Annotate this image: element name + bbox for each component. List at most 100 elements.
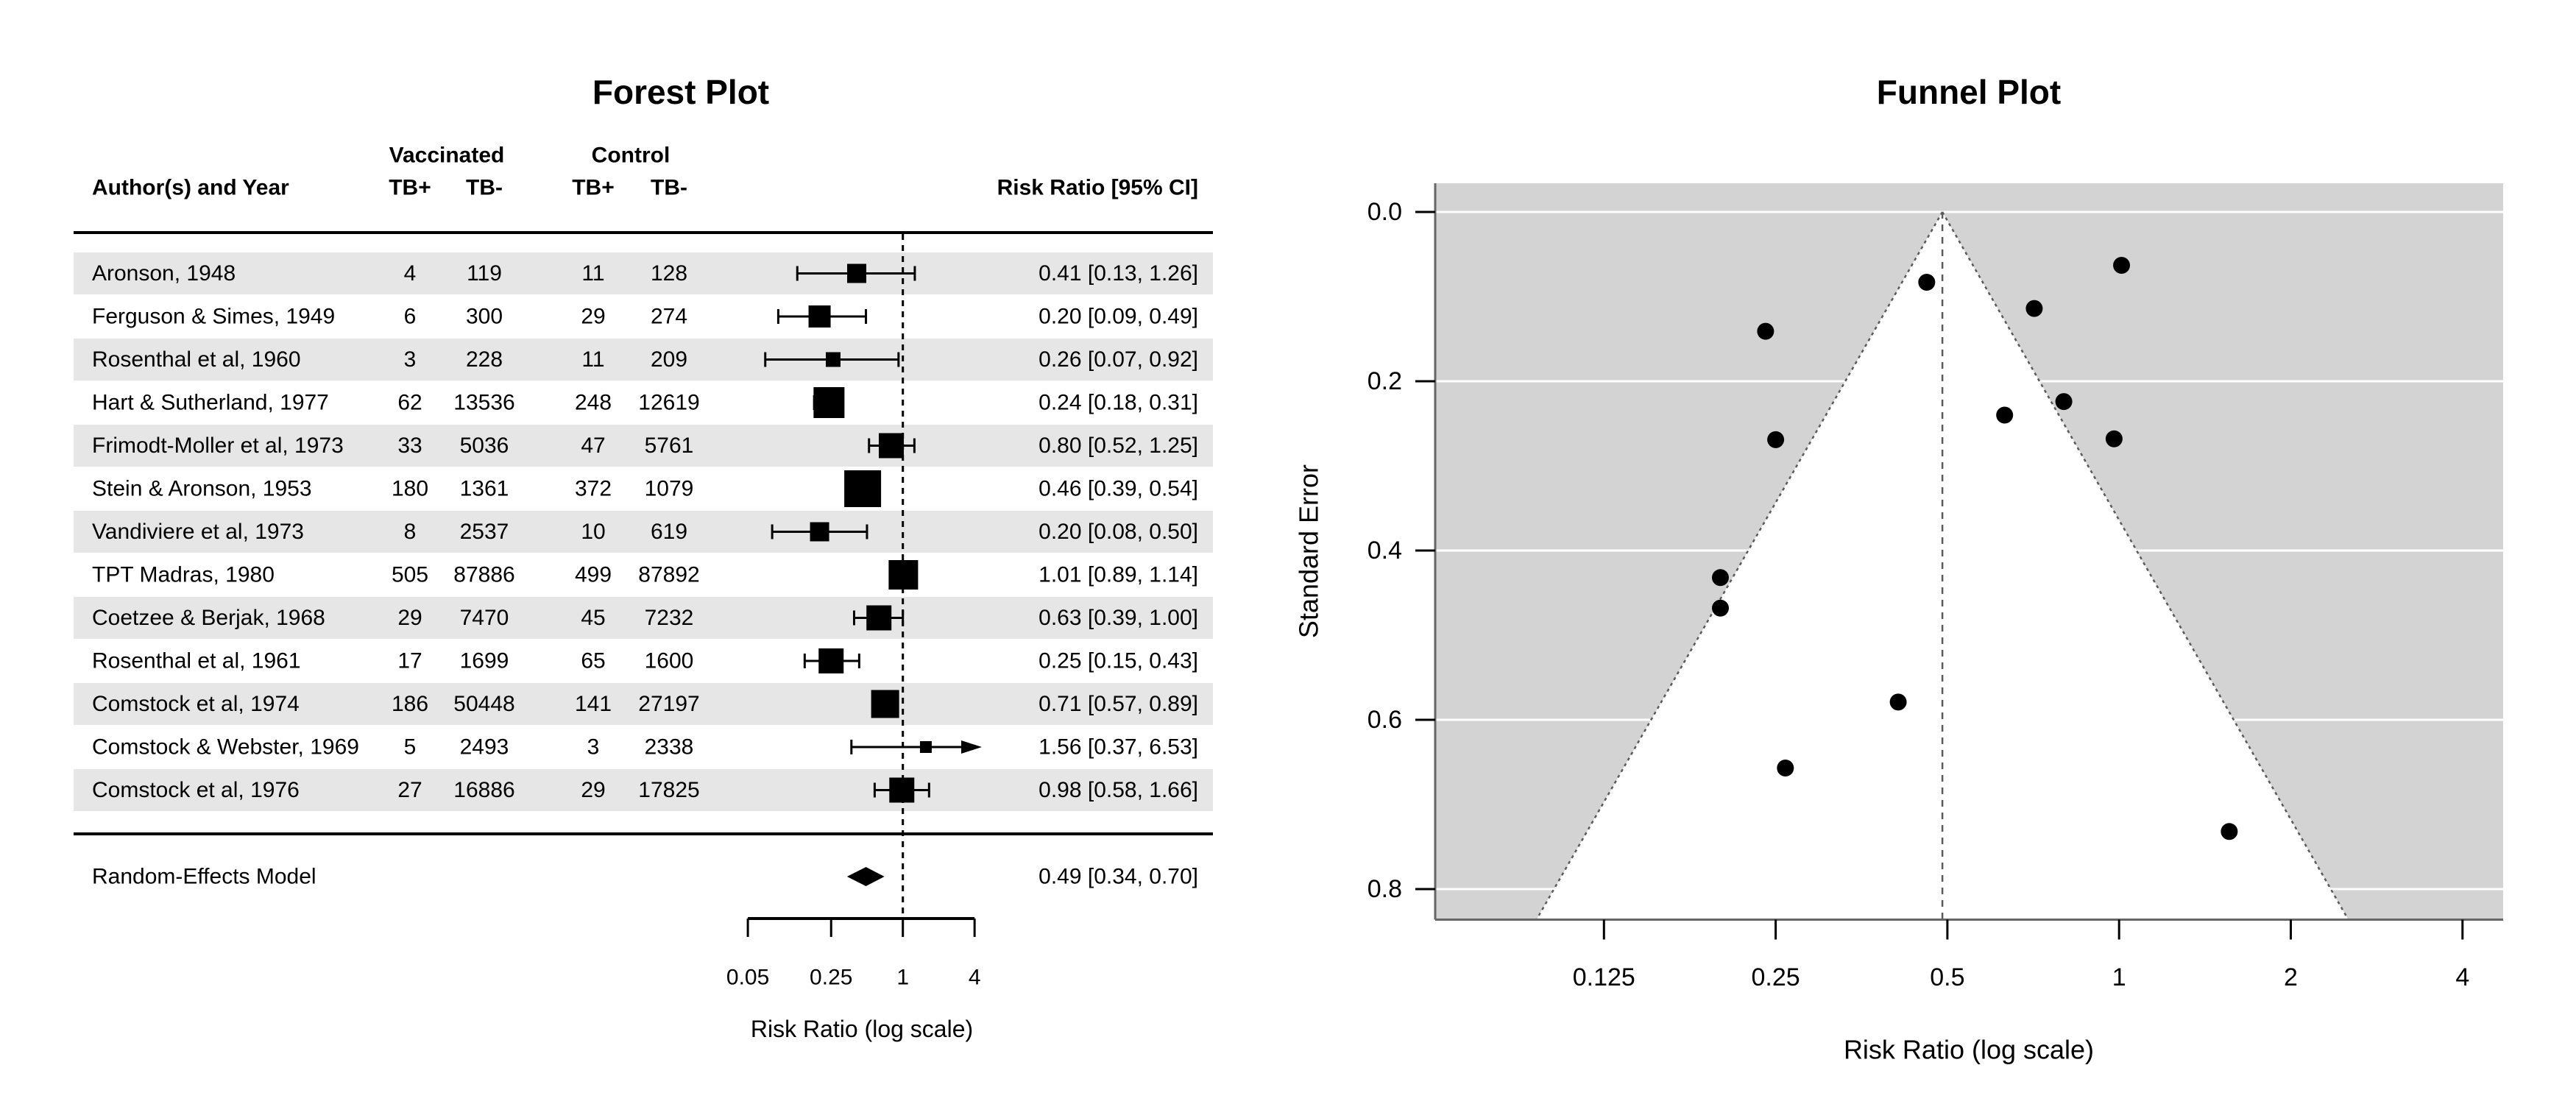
study-vaccinated-tb-pos: 186 [392, 692, 428, 716]
study-ci-text: 0.46 [0.39, 0.54] [1038, 477, 1198, 501]
funnel-x-tick-label: 2 [2284, 963, 2298, 991]
forest-axis-tick-label: 4 [969, 966, 981, 990]
study-control-tb-neg: 27197 [638, 692, 699, 716]
study-control-tb-pos: 499 [575, 563, 612, 587]
study-ci-text: 1.01 [0.89, 1.14] [1038, 563, 1198, 587]
forest-group-header-control: Control [592, 144, 670, 168]
study-control-tb-pos: 11 [581, 347, 604, 372]
funnel-point [1996, 406, 2014, 424]
forest-col-header-author: Author(s) and Year [92, 176, 289, 200]
ci-arrowhead [961, 740, 982, 754]
study-square [844, 470, 882, 507]
study-vaccinated-tb-pos: 3 [404, 347, 417, 372]
study-square [889, 777, 915, 803]
study-control-tb-neg: 7232 [645, 606, 694, 630]
row-stripe [74, 339, 1213, 381]
forest-axis-tick-label: 0.25 [810, 966, 852, 990]
forest-plot-panel: Forest Plot Vaccinated Control Author(s)… [74, 73, 1213, 1042]
row-stripe [74, 769, 1213, 811]
forest-col-header-ctl-tbpos: TB+ [572, 176, 615, 200]
study-control-tb-neg: 87892 [638, 563, 699, 587]
study-author: Coetzee & Berjak, 1968 [92, 606, 325, 630]
forest-summary-label: Random-Effects Model [92, 865, 316, 889]
study-control-tb-pos: 29 [581, 778, 605, 802]
forest-x-axis: 0.05 0.25 1 4 [726, 917, 981, 990]
funnel-x-tick-label: 1 [2112, 963, 2126, 991]
study-control-tb-neg: 1600 [645, 649, 694, 673]
study-vaccinated-tb-pos: 27 [397, 778, 422, 802]
study-vaccinated-tb-pos: 5 [404, 735, 417, 760]
study-author: Rosenthal et al, 1961 [92, 649, 301, 673]
row-stripe [74, 252, 1213, 294]
study-control-tb-pos: 3 [587, 735, 600, 760]
funnel-y-axis-label: Standard Error [1294, 464, 1324, 638]
study-ci-text: 0.20 [0.09, 0.49] [1038, 305, 1198, 329]
study-vaccinated-tb-neg: 2493 [460, 735, 509, 760]
study-vaccinated-tb-neg: 1699 [460, 649, 509, 673]
study-author: Ferguson & Simes, 1949 [92, 305, 335, 329]
study-author: TPT Madras, 1980 [92, 563, 275, 587]
funnel-y-tick-label: 0.0 [1367, 198, 1402, 226]
forest-axis-tick-label: 0.05 [726, 966, 769, 990]
study-vaccinated-tb-neg: 5036 [460, 434, 509, 458]
study-author: Aronson, 1948 [92, 261, 236, 286]
study-author: Comstock & Webster, 1969 [92, 735, 359, 760]
funnel-title: Funnel Plot [1877, 73, 2061, 111]
row-stripe [74, 597, 1213, 639]
study-ci-text: 0.63 [0.39, 1.00] [1038, 606, 1198, 630]
forest-rows: Aronson, 1948 4 119 11 128 0.41 [0.13, 1.26] F… [74, 234, 1213, 917]
row-stripe [74, 683, 1213, 725]
study-vaccinated-tb-pos: 62 [397, 391, 422, 415]
funnel-y-tick-label: 0.6 [1367, 706, 1402, 734]
study-control-tb-pos: 29 [581, 305, 605, 329]
study-vaccinated-tb-pos: 33 [397, 434, 422, 458]
study-author: Hart & Sutherland, 1977 [92, 391, 329, 415]
study-control-tb-neg: 619 [651, 520, 687, 544]
study-control-tb-pos: 45 [581, 606, 605, 630]
study-control-tb-neg: 1079 [645, 477, 694, 501]
forest-col-header-ctl-tbneg: TB- [651, 176, 687, 200]
study-ci-text: 0.20 [0.08, 0.50] [1038, 520, 1198, 544]
study-ci-text: 0.24 [0.18, 0.31] [1038, 391, 1198, 415]
study-ci-text: 0.80 [0.52, 1.25] [1038, 434, 1198, 458]
funnel-point [2221, 823, 2238, 841]
study-control-tb-neg: 209 [651, 347, 687, 372]
funnel-y-tick-label: 0.8 [1367, 875, 1402, 903]
study-vaccinated-tb-pos: 4 [404, 261, 417, 286]
study-square [879, 433, 905, 459]
funnel-point [2113, 256, 2131, 274]
forest-axis-tick-label: 1 [896, 966, 909, 990]
study-ci-text: 0.41 [0.13, 1.26] [1038, 261, 1198, 286]
funnel-point [2055, 393, 2073, 411]
funnel-point [1767, 431, 1785, 448]
row-stripe [74, 425, 1213, 467]
study-control-tb-neg: 17825 [638, 778, 699, 802]
funnel-y-tick-label: 0.2 [1367, 367, 1402, 395]
funnel-point [1711, 569, 1729, 587]
study-ci-text: 0.98 [0.58, 1.66] [1038, 778, 1198, 802]
study-vaccinated-tb-pos: 8 [404, 520, 417, 544]
study-control-tb-neg: 5761 [645, 434, 694, 458]
study-square [866, 605, 892, 631]
study-control-tb-pos: 248 [575, 391, 612, 415]
study-vaccinated-tb-neg: 87886 [453, 563, 514, 587]
study-author: Comstock et al, 1974 [92, 692, 300, 716]
funnel-x-tick-label: 4 [2455, 963, 2469, 991]
funnel-point [1757, 322, 1774, 340]
study-vaccinated-tb-pos: 505 [392, 563, 428, 587]
study-ci-text: 0.26 [0.07, 0.92] [1038, 347, 1198, 372]
forest-summary-diamond [846, 867, 885, 886]
study-author: Frimodt-Moller et al, 1973 [92, 434, 344, 458]
funnel-x-tick-label: 0.25 [1752, 963, 1800, 991]
study-square [871, 690, 899, 718]
study-square [888, 560, 919, 590]
study-square [810, 522, 829, 542]
funnel-point [1711, 599, 1729, 617]
funnel-point [2105, 430, 2123, 447]
study-control-tb-neg: 12619 [638, 391, 699, 415]
forest-x-axis-label: Risk Ratio (log scale) [751, 1016, 973, 1042]
study-vaccinated-tb-neg: 1361 [460, 477, 509, 501]
funnel-point [1777, 760, 1794, 777]
summary-diamond [846, 867, 885, 886]
